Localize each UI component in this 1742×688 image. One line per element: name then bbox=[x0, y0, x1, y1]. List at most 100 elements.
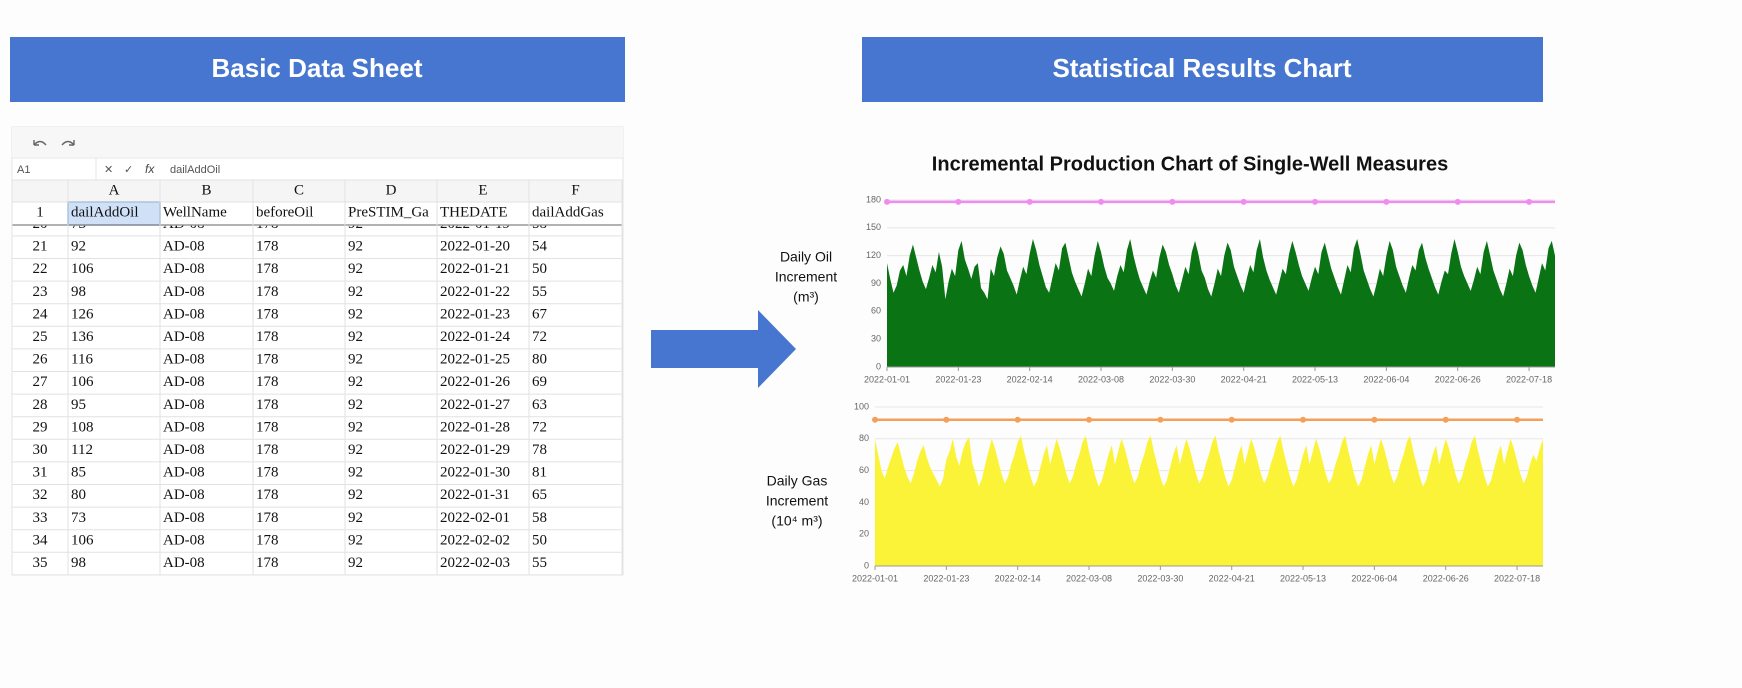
cell: 2022-01-23 bbox=[440, 306, 510, 322]
cell: 92 bbox=[348, 419, 363, 435]
cell: 50 bbox=[532, 532, 547, 548]
cell: 106 bbox=[71, 261, 94, 277]
x-tick-label: 2022-01-23 bbox=[923, 573, 969, 583]
cell: 98 bbox=[71, 284, 86, 300]
cell: 92 bbox=[348, 442, 363, 458]
cell: 2022-01-26 bbox=[440, 374, 510, 390]
cell: 92 bbox=[348, 306, 363, 322]
cell: 92 bbox=[348, 510, 363, 526]
cell: 81 bbox=[532, 465, 547, 481]
y-tick-label: 0 bbox=[876, 361, 881, 371]
x-tick-label: 2022-01-23 bbox=[935, 374, 981, 384]
cell: 106 bbox=[71, 532, 94, 548]
header-cell: dailAddGas bbox=[532, 204, 604, 220]
x-tick-label: 2022-06-04 bbox=[1363, 374, 1409, 384]
cell: 178 bbox=[256, 261, 279, 277]
reference-marker bbox=[1228, 416, 1235, 423]
x-tick-label: 2022-03-30 bbox=[1137, 573, 1183, 583]
table: A B C D E F 1 dailAddOil WellName beforeOil PreSTI… bbox=[11, 179, 623, 575]
row-number: 26 bbox=[33, 352, 49, 368]
y-axis-label: (10⁴ m³) bbox=[771, 513, 822, 529]
cell: 55 bbox=[532, 555, 547, 571]
cell: 178 bbox=[256, 239, 279, 255]
reference-marker bbox=[1014, 416, 1021, 423]
cancel-icon[interactable]: ✕ bbox=[104, 164, 113, 176]
cell: 178 bbox=[256, 532, 279, 548]
cell: AD-08 bbox=[163, 555, 205, 571]
fx-label: fx bbox=[145, 162, 155, 176]
x-tick-label: 2022-06-26 bbox=[1423, 573, 1469, 583]
cell: AD-08 bbox=[163, 216, 205, 232]
y-tick-label: 30 bbox=[871, 334, 881, 344]
column-letter: B bbox=[201, 182, 211, 198]
cell: 126 bbox=[71, 306, 94, 322]
header-cell: beforeOil bbox=[256, 204, 313, 220]
cell-ref: A1 bbox=[17, 164, 30, 176]
row-number: 30 bbox=[33, 442, 48, 458]
cell: 108 bbox=[71, 419, 94, 435]
cell: AD-08 bbox=[163, 442, 205, 458]
cell: 2022-01-21 bbox=[440, 261, 510, 277]
column-letter: C bbox=[294, 182, 304, 198]
cell: 178 bbox=[256, 419, 279, 435]
row-number: 35 bbox=[33, 555, 48, 571]
y-tick-label: 120 bbox=[866, 250, 881, 260]
reference-marker bbox=[1371, 416, 1378, 423]
arrow bbox=[651, 310, 796, 388]
cell: AD-08 bbox=[163, 397, 205, 413]
cell: 2022-02-03 bbox=[440, 555, 510, 571]
cell: 92 bbox=[348, 465, 363, 481]
cell: 2022-01-19 bbox=[440, 216, 510, 232]
reference-marker bbox=[1526, 198, 1533, 205]
area bbox=[887, 238, 1555, 367]
x-tick-label: 2022-01-01 bbox=[864, 374, 910, 384]
cell: 92 bbox=[348, 397, 363, 413]
cell: 2022-01-30 bbox=[440, 465, 510, 481]
reference-marker bbox=[1454, 198, 1461, 205]
cell: 178 bbox=[256, 442, 279, 458]
row-number: 27 bbox=[33, 374, 49, 390]
reference-marker bbox=[1442, 416, 1449, 423]
y-axis-label: (m³) bbox=[793, 289, 819, 305]
column-header-bg bbox=[12, 180, 622, 202]
banner-title: Basic Data Sheet bbox=[212, 53, 423, 83]
x-tick-label: 2022-03-30 bbox=[1149, 374, 1195, 384]
x-tick-label: 2022-07-18 bbox=[1506, 374, 1552, 384]
chart-title: Incremental Production Chart of Single-W… bbox=[932, 153, 1448, 175]
cell: 92 bbox=[348, 216, 363, 232]
redo-icon[interactable] bbox=[61, 140, 75, 146]
reference-marker bbox=[943, 416, 950, 423]
cell: AD-08 bbox=[163, 239, 205, 255]
y-tick-label: 20 bbox=[859, 529, 869, 539]
column-letter: F bbox=[571, 182, 579, 198]
cell: 2022-01-31 bbox=[440, 487, 510, 503]
x-tick-label: 2022-03-08 bbox=[1066, 573, 1112, 583]
cell: 112 bbox=[71, 442, 93, 458]
confirm-icon[interactable]: ✓ bbox=[124, 164, 133, 176]
cell: AD-08 bbox=[163, 510, 205, 526]
cell: AD-08 bbox=[163, 465, 205, 481]
formula-text: dailAddOil bbox=[170, 164, 220, 176]
cell: 178 bbox=[256, 352, 279, 368]
cell: 178 bbox=[256, 306, 279, 322]
cell: 78 bbox=[532, 442, 547, 458]
x-tick-label: 2022-01-01 bbox=[852, 573, 898, 583]
header-cell: THEDATE bbox=[440, 204, 508, 220]
y-tick-label: 100 bbox=[854, 401, 869, 411]
y-axis-label: Increment bbox=[775, 269, 837, 285]
y-axis-label: Daily Gas bbox=[767, 473, 828, 489]
row-number: 33 bbox=[33, 510, 48, 526]
row-number: 20 bbox=[33, 216, 48, 232]
cell: 2022-01-29 bbox=[440, 442, 510, 458]
cell: AD-08 bbox=[163, 284, 205, 300]
cell: 98 bbox=[71, 555, 86, 571]
row-number: 21 bbox=[33, 239, 48, 255]
cell: 67 bbox=[532, 306, 548, 322]
cell: 2022-01-20 bbox=[440, 239, 510, 255]
x-tick-label: 2022-02-14 bbox=[995, 573, 1041, 583]
cell: 92 bbox=[348, 555, 363, 571]
cell: 69 bbox=[532, 374, 547, 390]
y-axis-label: Increment bbox=[766, 493, 828, 509]
row-number: 22 bbox=[33, 261, 48, 277]
undo-icon[interactable] bbox=[33, 140, 47, 146]
